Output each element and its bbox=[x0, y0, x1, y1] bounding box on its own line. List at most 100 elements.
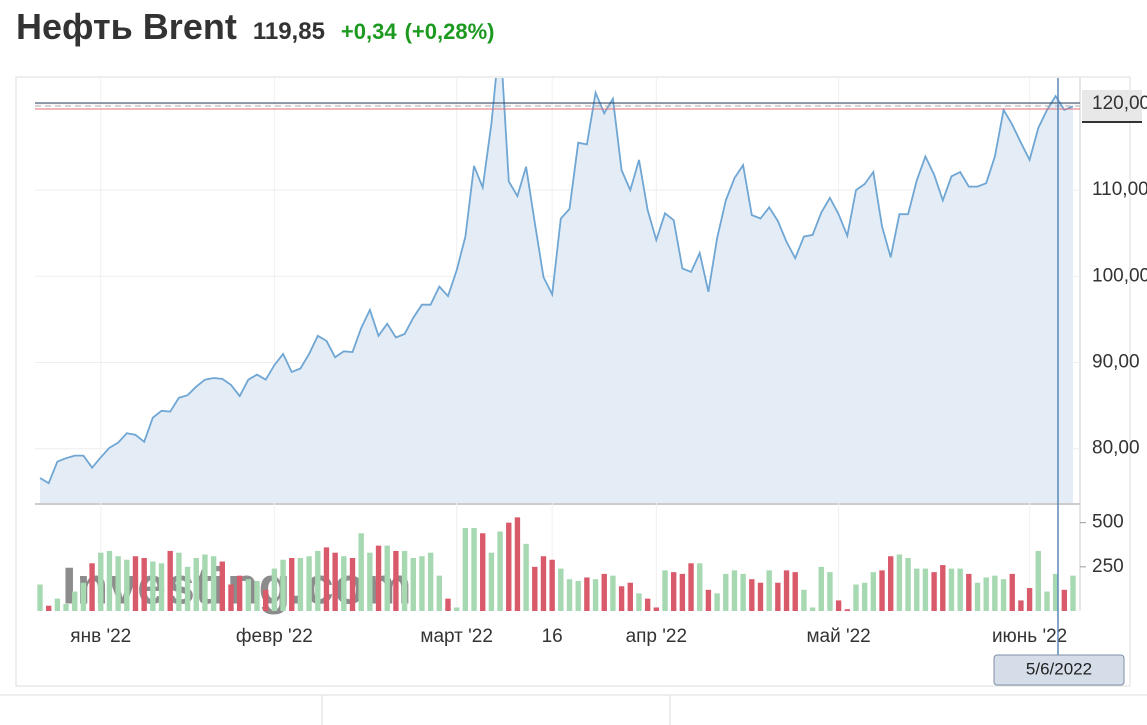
volume-bar bbox=[1070, 575, 1076, 611]
volume-bar bbox=[184, 566, 191, 611]
volume-bar bbox=[280, 559, 286, 611]
volume-bar bbox=[1044, 591, 1050, 611]
volume-bar bbox=[341, 556, 347, 611]
volume-bar bbox=[514, 517, 521, 611]
volume-bar bbox=[289, 558, 295, 611]
volume-bar bbox=[349, 558, 356, 611]
volume-bar bbox=[393, 550, 399, 611]
header: Нефть Brent 119,85 +0,34 (+0,28%) bbox=[16, 6, 494, 48]
volume-bar bbox=[141, 558, 147, 611]
volume-bar bbox=[445, 598, 451, 611]
volume-bar bbox=[453, 607, 460, 611]
volume-bar bbox=[263, 589, 269, 611]
x-tick-label: янв '22 bbox=[70, 626, 131, 647]
y-tick-label: 80,00 bbox=[1092, 438, 1140, 459]
axes: 80,00 90,00 100,00 110,00 120,00 250 500 янв '2… bbox=[70, 93, 1147, 647]
volume-bar bbox=[410, 558, 416, 611]
volume-bar bbox=[740, 573, 746, 611]
volume-bar bbox=[914, 568, 920, 611]
volume-bar bbox=[72, 591, 78, 611]
price-plot bbox=[39, 78, 1074, 503]
x-tick-label: 16 bbox=[542, 626, 563, 647]
volume-bar bbox=[80, 582, 87, 611]
volume-bar bbox=[775, 582, 781, 611]
volume-bar bbox=[98, 552, 104, 611]
volume-bar bbox=[688, 563, 694, 611]
volume-bar bbox=[636, 593, 642, 611]
volume-bar bbox=[1061, 589, 1068, 611]
volume-bar bbox=[89, 563, 95, 611]
x-tick-label: апр '22 bbox=[626, 626, 687, 647]
x-tick-label: февр '22 bbox=[236, 626, 313, 647]
volume-bar bbox=[558, 568, 564, 611]
volume-bar bbox=[132, 556, 139, 611]
volume-bar bbox=[523, 543, 529, 611]
volume-bar bbox=[983, 577, 989, 611]
volume-bar bbox=[45, 605, 52, 611]
volume-bar bbox=[176, 552, 182, 611]
volume-bar bbox=[167, 550, 173, 611]
volume-bar bbox=[497, 531, 503, 611]
volume-bar bbox=[931, 572, 937, 611]
volume-bar bbox=[809, 607, 816, 611]
volume-bar bbox=[835, 600, 842, 611]
volume-bar bbox=[905, 558, 911, 611]
volume-bar bbox=[861, 582, 868, 611]
volume-bar bbox=[210, 556, 217, 611]
volume-bar bbox=[124, 559, 130, 611]
volume-bar bbox=[1035, 550, 1041, 611]
volume-bar bbox=[584, 577, 590, 611]
volume-bar bbox=[37, 584, 43, 611]
volume-bar bbox=[254, 580, 260, 611]
volume-bar bbox=[297, 558, 304, 611]
volume-bar bbox=[471, 527, 477, 611]
volume-bar bbox=[245, 579, 252, 611]
volume-bar bbox=[1009, 573, 1015, 611]
volume-bar bbox=[462, 527, 469, 611]
volume-bar bbox=[506, 522, 512, 611]
x-tick-label: май '22 bbox=[806, 626, 870, 647]
volume-bar bbox=[870, 572, 877, 611]
y-tick-label: 120,00 bbox=[1092, 93, 1147, 114]
volume-bar bbox=[714, 593, 720, 611]
volume-bar bbox=[436, 575, 443, 611]
y-tick-label: 500 bbox=[1092, 512, 1124, 533]
volume-bar bbox=[948, 568, 955, 611]
volume-bar bbox=[618, 586, 625, 611]
volume-bar bbox=[940, 565, 946, 611]
volume-bar bbox=[1018, 600, 1024, 611]
price-change: +0,34 bbox=[340, 19, 397, 44]
volume-bar bbox=[992, 575, 998, 611]
volume-bar bbox=[966, 573, 972, 611]
y-tick-label: 250 bbox=[1092, 556, 1124, 577]
volume-bar bbox=[827, 572, 833, 611]
volume-bar bbox=[384, 545, 390, 611]
volume-bar bbox=[749, 579, 755, 611]
volume-bar bbox=[54, 598, 61, 611]
x-tick-label: июнь '22 bbox=[992, 626, 1067, 647]
volume-bar bbox=[627, 582, 633, 611]
y-tick-label: 110,00 bbox=[1092, 179, 1147, 200]
volume-bar bbox=[549, 559, 555, 611]
crosshair-box bbox=[993, 654, 1125, 686]
price-highlight bbox=[1082, 90, 1142, 122]
volume-bar bbox=[228, 584, 234, 611]
volume-bar bbox=[610, 575, 616, 611]
volume-bar bbox=[644, 598, 651, 611]
volume-bar bbox=[115, 556, 121, 611]
price-line bbox=[39, 78, 1074, 485]
x-tick-label: март '22 bbox=[420, 626, 493, 647]
volume-bar bbox=[818, 566, 824, 611]
volume-bar bbox=[401, 550, 408, 611]
y-tick-label: 100,00 bbox=[1092, 265, 1147, 286]
volume-bar bbox=[723, 573, 729, 611]
volume-bar bbox=[757, 582, 764, 611]
volume-bar bbox=[540, 556, 547, 611]
volume-bar bbox=[323, 547, 330, 611]
volume-bar bbox=[219, 561, 225, 611]
volume-bar bbox=[150, 561, 156, 611]
volume-bar bbox=[375, 545, 382, 611]
volume-bar bbox=[801, 589, 807, 611]
